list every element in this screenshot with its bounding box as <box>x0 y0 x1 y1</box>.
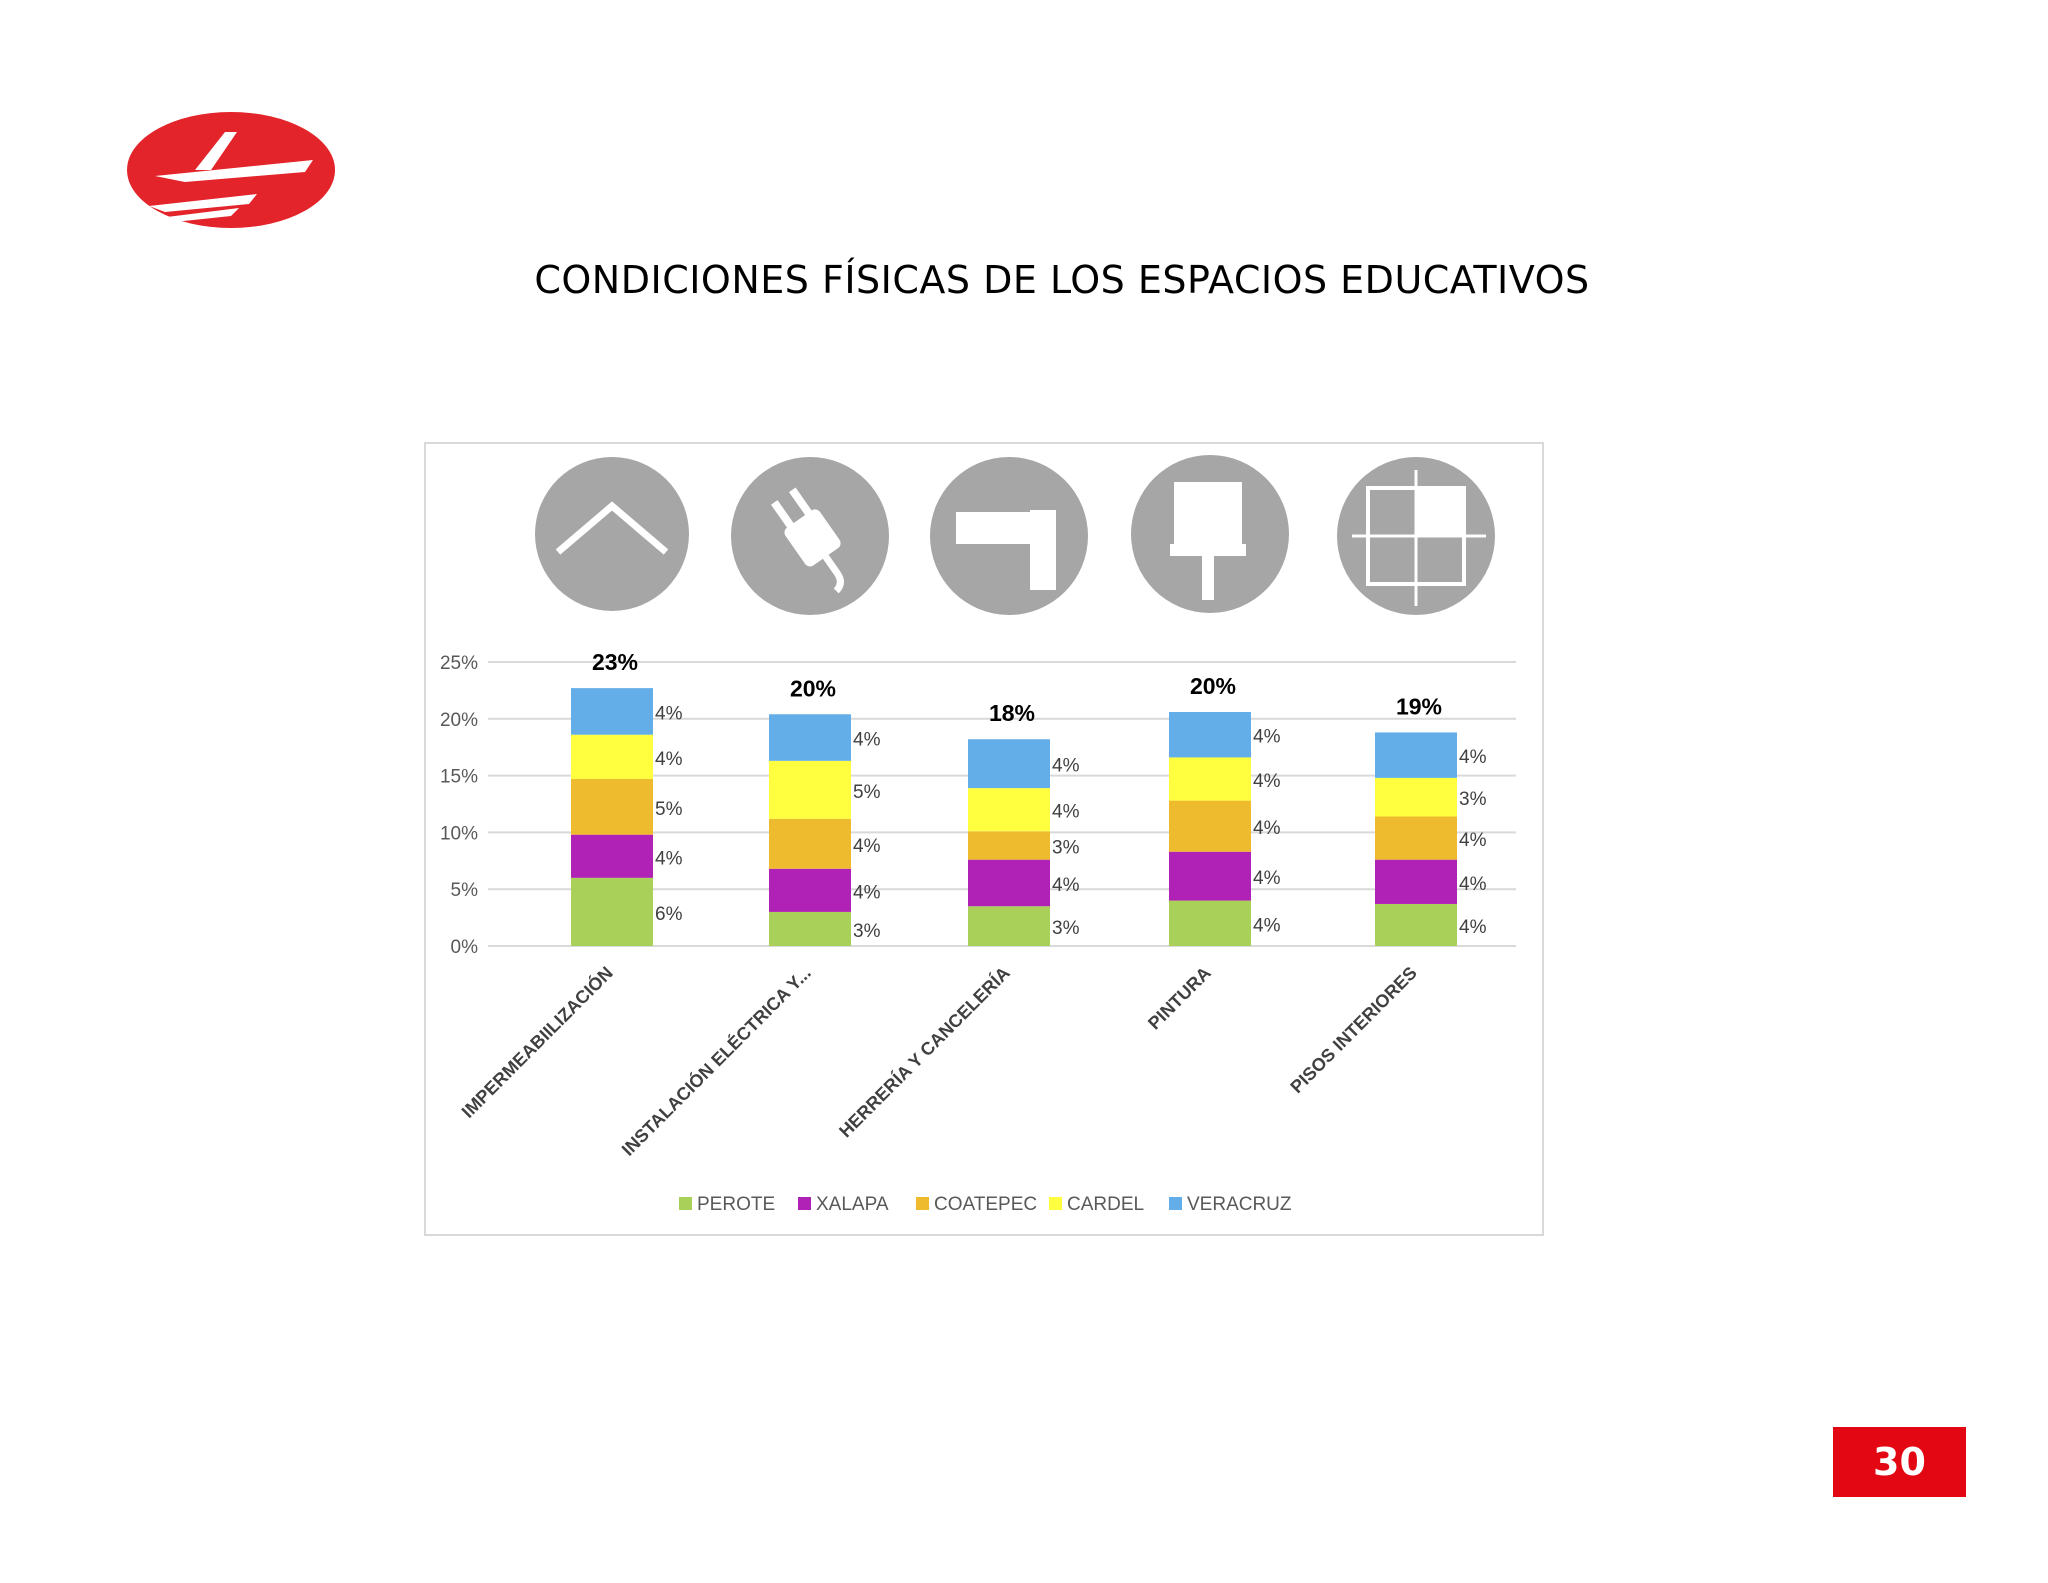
x-category-label: PISOS INTERIORES <box>1286 963 1420 1097</box>
y-tick-label: 15% <box>440 767 478 788</box>
electric-plug-icon <box>731 457 889 615</box>
legend: PEROTE XALAPA COATEPEC CARDEL VERACRUZ <box>679 1194 1292 1215</box>
bar-segment <box>1169 900 1251 946</box>
data-label: 4% <box>1253 727 1281 748</box>
bar-segment <box>571 834 653 878</box>
bar-segment <box>571 734 653 780</box>
data-label: 4% <box>853 882 881 903</box>
bar-segment <box>571 779 653 835</box>
roof-icon <box>535 457 689 611</box>
page-number-badge: 30 <box>1833 1427 1966 1497</box>
data-label: 4% <box>655 749 683 770</box>
bar-segment <box>968 859 1050 907</box>
data-label: 5% <box>655 799 683 820</box>
bar-segment <box>769 911 851 946</box>
bar-segment <box>968 739 1050 789</box>
page-title: CONDICIONES FÍSICAS DE LOS ESPACIOS EDUC… <box>534 258 1590 302</box>
floor-tiles-icon <box>1337 457 1495 615</box>
data-label: 4% <box>655 848 683 869</box>
y-tick-label: 25% <box>440 653 478 674</box>
data-label: 4% <box>853 836 881 857</box>
bar-segment <box>1375 859 1457 904</box>
bar-segment <box>571 688 653 735</box>
legend-swatch <box>916 1197 929 1210</box>
data-label: 4% <box>1253 868 1281 889</box>
data-label: 5% <box>853 782 881 803</box>
legend-swatch <box>798 1197 811 1210</box>
data-label: 4% <box>1253 771 1281 792</box>
data-label: 4% <box>1459 917 1487 938</box>
legend-label: XALAPA <box>816 1194 889 1215</box>
bar-segment <box>1169 757 1251 801</box>
bar-segment <box>571 877 653 946</box>
y-tick-label: 10% <box>440 823 478 844</box>
y-tick-label: 5% <box>451 880 479 901</box>
bar-segment <box>1375 903 1457 946</box>
legend-label: VERACRUZ <box>1187 1194 1292 1215</box>
data-label: 4% <box>1459 747 1487 768</box>
data-label: 4% <box>1459 874 1487 895</box>
data-label: 3% <box>1052 837 1080 858</box>
data-label: 4% <box>1253 915 1281 936</box>
data-label: 3% <box>1052 918 1080 939</box>
data-label: 3% <box>853 921 881 942</box>
data-label: 4% <box>1253 818 1281 839</box>
x-category-label: IMPERMEABIILIZACIÓN <box>457 962 617 1122</box>
bar-segment <box>1169 851 1251 901</box>
y-tick-label: 20% <box>440 710 478 731</box>
data-label: 4% <box>1052 802 1080 823</box>
data-label: 3% <box>1459 789 1487 810</box>
bar-segment <box>769 714 851 761</box>
bar-segment <box>1375 816 1457 860</box>
paint-roller-icon <box>1131 455 1289 613</box>
legend-label: PEROTE <box>697 1194 775 1215</box>
bar-segment <box>1375 777 1457 817</box>
legend-label: COATEPEC <box>934 1194 1037 1215</box>
bar-segment <box>769 760 851 819</box>
data-label: 4% <box>853 730 881 751</box>
chart: 6% 4% 5% 4% 4% 23% 3% 4% 4% 5% 4% 20% 3% 4% 3% 4% 4% 18% 4… <box>440 455 1516 1215</box>
x-category-label: INSTALACIÓN ELÉCTRICA Y... <box>617 962 815 1160</box>
bar-segment <box>1375 732 1457 778</box>
legend-label: CARDEL <box>1067 1194 1144 1215</box>
bar-segment <box>769 818 851 869</box>
total-label: 20% <box>1190 673 1236 699</box>
bar-segment <box>968 831 1050 860</box>
chart-frame: 6% 4% 5% 4% 4% 23% 3% 4% 4% 5% 4% 20% 3% 4% 3% 4% 4% 18% 4… <box>424 442 1544 1236</box>
legend-swatch <box>1169 1197 1182 1210</box>
data-label: 4% <box>655 703 683 724</box>
bar-segment <box>769 868 851 912</box>
bar-segment <box>968 906 1050 946</box>
legend-swatch <box>1049 1197 1062 1210</box>
total-label: 18% <box>989 700 1035 726</box>
bar-segment <box>1169 800 1251 852</box>
window-frame-icon <box>930 457 1088 615</box>
total-label: 23% <box>592 649 638 675</box>
total-label: 20% <box>790 675 836 701</box>
x-category-label: HERRERÍA Y CANCELERÍA <box>834 962 1013 1141</box>
x-category-label: PINTURA <box>1144 963 1215 1034</box>
data-label: 4% <box>1459 830 1487 851</box>
data-label: 4% <box>1052 875 1080 896</box>
legend-swatch <box>679 1197 692 1210</box>
data-label: 4% <box>1052 756 1080 777</box>
bar-segment <box>1169 711 1251 758</box>
bars <box>571 688 1457 946</box>
data-label: 6% <box>655 904 683 925</box>
y-tick-label: 0% <box>451 937 479 958</box>
total-label: 19% <box>1396 693 1442 719</box>
company-logo <box>127 112 335 228</box>
data-labels: 6% 4% 5% 4% 4% 23% 3% 4% 4% 5% 4% 20% 3% 4% 3% 4% 4% 18% 4… <box>592 649 1487 942</box>
bar-segment <box>968 788 1050 832</box>
